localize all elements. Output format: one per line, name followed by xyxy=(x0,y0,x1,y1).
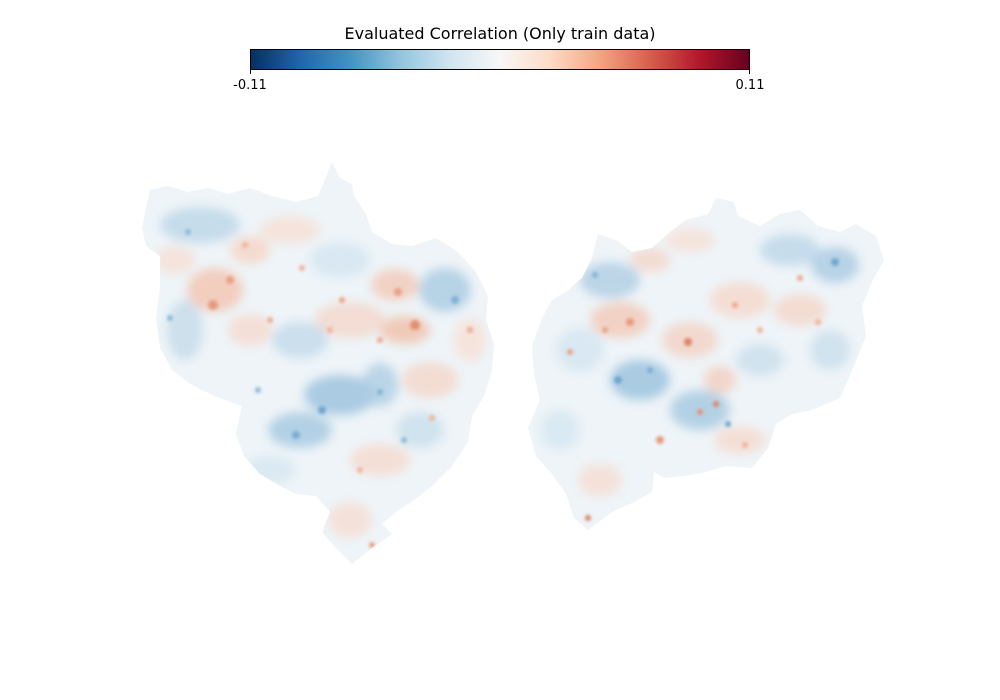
right-hemisphere xyxy=(528,198,884,530)
left-hemisphere xyxy=(142,162,494,564)
colorbar-tick-max xyxy=(749,70,750,74)
colorbar xyxy=(250,49,750,70)
colorbar-min-label: -0.11 xyxy=(233,78,267,93)
colorbar-tick-min xyxy=(250,70,251,74)
colorbar-max-label: 0.11 xyxy=(735,78,765,93)
figure-title: Evaluated Correlation (Only train data) xyxy=(344,24,656,43)
